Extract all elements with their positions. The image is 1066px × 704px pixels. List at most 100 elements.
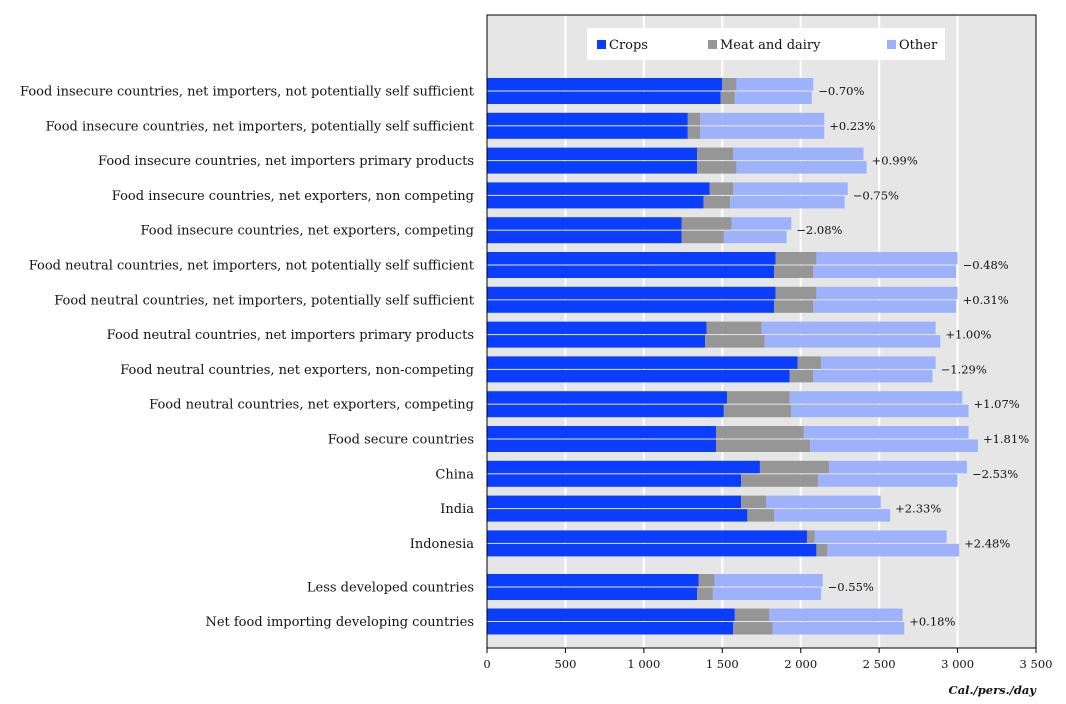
category-label-net-food-importing-developing-countries: Net food importing developing countries <box>205 615 474 630</box>
bar-crops-top-food-insecure-countries-net-exporters-competing <box>487 217 682 230</box>
legend-label-crops: Crops <box>609 38 648 53</box>
bar-meat-and-dairy-bottom-food-neutral-countries-net-exporters-competing <box>723 404 792 418</box>
bar-crops-bottom-food-neutral-countries-net-exporters-competing <box>487 404 724 418</box>
category-label-food-neutral-countries-net-exporters-competing: Food neutral countries, net exporters, c… <box>149 398 474 413</box>
bar-meat-and-dairy-bottom-food-neutral-countries-net-exporters-non-competing <box>789 369 814 383</box>
bar-other-top-food-insecure-countries-net-importers-primary-products <box>733 147 864 161</box>
bar-crops-top-food-neutral-countries-net-exporters-competing <box>487 391 727 404</box>
bar-meat-and-dairy-bottom-food-insecure-countries-net-importers-not-potentially-self-sufficient <box>720 91 735 104</box>
percent-label-food-insecure-countries-net-exporters-competing: −2.08% <box>796 223 842 237</box>
bar-meat-and-dairy-bottom-food-neutral-countries-net-importers-potentially-self-sufficient <box>774 300 814 313</box>
bar-other-top-food-neutral-countries-net-importers-not-potentially-self-sufficient <box>816 252 958 265</box>
bar-other-bottom-indonesia <box>827 543 960 557</box>
category-label-food-insecure-countries-net-exporters-competing: Food insecure countries, net exporters, … <box>141 224 475 239</box>
bar-meat-and-dairy-top-net-food-importing-developing-countries <box>734 608 770 621</box>
bar-other-bottom-china <box>817 474 958 487</box>
category-label-less-developed-countries: Less developed countries <box>307 581 474 596</box>
bar-crops-bottom-food-secure-countries <box>487 439 717 452</box>
x-axis-unit-label: Cal./pers./day <box>949 683 1038 697</box>
bar-other-bottom-food-insecure-countries-net-exporters-competing <box>723 230 787 244</box>
category-label-food-insecure-countries-net-importers-potentially-self-sufficient: Food insecure countries, net importers, … <box>46 119 475 134</box>
bar-crops-top-net-food-importing-developing-countries <box>487 608 735 621</box>
category-label-india: India <box>440 502 474 517</box>
bar-crops-top-food-neutral-countries-net-importers-not-potentially-self-sufficient <box>487 252 776 265</box>
x-tick-label-0: 0 <box>483 657 490 671</box>
bar-meat-and-dairy-bottom-food-insecure-countries-net-exporters-non-competing <box>703 195 731 209</box>
x-tick-label-1000: 1 000 <box>627 657 660 671</box>
bar-crops-bottom-food-insecure-countries-net-exporters-non-competing <box>487 195 704 209</box>
bar-meat-and-dairy-bottom-food-neutral-countries-net-importers-primary-products <box>705 335 765 348</box>
bar-other-top-net-food-importing-developing-countries <box>769 608 903 621</box>
category-label-indonesia: Indonesia <box>410 537 475 552</box>
bar-meat-and-dairy-top-china <box>759 460 829 474</box>
bar-crops-bottom-food-neutral-countries-net-importers-primary-products <box>487 335 706 348</box>
bar-other-top-food-insecure-countries-net-importers-not-potentially-self-sufficient <box>736 78 814 91</box>
x-tick-label-1500: 1 500 <box>706 657 739 671</box>
bar-other-bottom-food-secure-countries <box>810 439 978 452</box>
bar-meat-and-dairy-top-india <box>741 495 767 509</box>
bar-other-top-food-neutral-countries-net-importers-potentially-self-sufficient <box>816 286 958 300</box>
legend-swatch-meat-and-dairy <box>708 40 717 49</box>
percent-label-food-insecure-countries-net-importers-not-potentially-self-sufficient: −0.70% <box>818 84 864 98</box>
bar-crops-top-india <box>487 495 742 509</box>
bar-meat-and-dairy-top-food-secure-countries <box>716 426 804 439</box>
bar-crops-bottom-food-insecure-countries-net-exporters-competing <box>487 230 682 244</box>
percent-label-food-neutral-countries-net-importers-potentially-self-sufficient: +0.31% <box>963 293 1009 307</box>
percent-label-less-developed-countries: −0.55% <box>828 580 874 594</box>
plot-frame <box>486 14 1037 649</box>
category-label-food-insecure-countries-net-importers-not-potentially-self-sufficient: Food insecure countries, net importers, … <box>20 85 475 100</box>
bar-crops-top-food-neutral-countries-net-exporters-non-competing <box>487 356 798 369</box>
x-tick-label-3500: 3 500 <box>1020 657 1053 671</box>
percent-labels: −0.70% +0.23% +0.99% −0.75% −2.08% −0.48% +0.3… <box>796 84 1029 629</box>
bar-meat-and-dairy-top-food-insecure-countries-net-importers-primary-products <box>697 147 734 161</box>
bar-meat-and-dairy-top-food-insecure-countries-net-exporters-competing <box>681 217 732 230</box>
bar-crops-bottom-food-neutral-countries-net-importers-not-potentially-self-sufficient <box>487 265 775 278</box>
bar-meat-and-dairy-bottom-less-developed-countries <box>697 587 713 600</box>
percent-label-food-neutral-countries-net-exporters-non-competing: −1.29% <box>941 362 987 376</box>
bar-meat-and-dairy-bottom-food-insecure-countries-net-exporters-competing <box>681 230 724 244</box>
bar-other-bottom-food-neutral-countries-net-importers-potentially-self-sufficient <box>813 300 957 313</box>
bar-crops-bottom-food-insecure-countries-net-importers-not-potentially-self-sufficient <box>487 91 721 104</box>
bar-other-bottom-food-neutral-countries-net-exporters-competing <box>791 404 969 418</box>
bar-meat-and-dairy-top-food-neutral-countries-net-importers-primary-products <box>706 321 762 335</box>
bar-crops-bottom-china <box>487 474 742 487</box>
bar-other-top-food-secure-countries <box>803 426 969 439</box>
bar-other-bottom-food-neutral-countries-net-importers-primary-products <box>764 335 941 348</box>
bar-crops-bottom-food-insecure-countries-net-importers-primary-products <box>487 161 698 174</box>
bar-meat-and-dairy-bottom-food-secure-countries <box>716 439 811 452</box>
x-tick-label-3000: 3 000 <box>941 657 974 671</box>
bar-other-bottom-food-insecure-countries-net-importers-primary-products <box>736 161 867 174</box>
bar-crops-top-food-secure-countries <box>487 426 717 439</box>
bar-meat-and-dairy-top-food-neutral-countries-net-importers-not-potentially-self-sufficient <box>775 252 817 265</box>
bar-meat-and-dairy-bottom-food-insecure-countries-net-importers-primary-products <box>697 161 737 174</box>
category-label-food-insecure-countries-net-exporters-non-competing: Food insecure countries, net exporters, … <box>112 189 474 204</box>
bar-crops-top-food-neutral-countries-net-importers-potentially-self-sufficient <box>487 286 776 300</box>
bar-meat-and-dairy-bottom-food-neutral-countries-net-importers-not-potentially-self-sufficient <box>774 265 814 278</box>
category-label-food-neutral-countries-net-importers-potentially-self-sufficient: Food neutral countries, net importers, p… <box>54 293 475 308</box>
bar-crops-top-food-neutral-countries-net-importers-primary-products <box>487 321 707 335</box>
bar-meat-and-dairy-bottom-indonesia <box>816 543 828 557</box>
bar-other-top-food-neutral-countries-net-exporters-non-competing <box>821 356 936 369</box>
percent-label-india: +2.33% <box>895 502 941 516</box>
category-label-food-neutral-countries-net-importers-primary-products: Food neutral countries, net importers pr… <box>107 328 474 343</box>
percent-label-net-food-importing-developing-countries: +0.18% <box>909 615 955 629</box>
bar-other-bottom-net-food-importing-developing-countries <box>772 622 905 635</box>
x-axis-ticks: 0 500 1 000 1 500 2 000 2 500 3 000 3 500 <box>483 648 1052 671</box>
bar-other-top-india <box>766 495 881 509</box>
legend-box <box>587 28 945 60</box>
bar-crops-top-indonesia <box>487 530 807 543</box>
percent-label-food-neutral-countries-net-exporters-competing: +1.07% <box>974 397 1020 411</box>
legend-swatch-crops <box>597 40 606 49</box>
bar-meat-and-dairy-top-food-insecure-countries-net-importers-not-potentially-self-sufficient <box>722 78 737 91</box>
bar-meat-and-dairy-top-food-neutral-countries-net-exporters-competing <box>726 391 790 404</box>
bar-crops-bottom-indonesia <box>487 543 817 557</box>
bar-other-top-food-neutral-countries-net-importers-primary-products <box>761 321 936 335</box>
bar-crops-top-food-insecure-countries-net-importers-not-potentially-self-sufficient <box>487 78 723 91</box>
category-label-food-insecure-countries-net-importers-primary-products: Food insecure countries, net importers p… <box>98 154 474 169</box>
bar-other-bottom-food-insecure-countries-net-importers-not-potentially-self-sufficient <box>734 91 812 104</box>
category-label-food-neutral-countries-net-exporters-non-competing: Food neutral countries, net exporters, n… <box>120 363 474 378</box>
bar-crops-top-food-insecure-countries-net-importers-potentially-self-sufficient <box>487 112 688 126</box>
category-labels: Food insecure countries, net importers, … <box>20 85 475 631</box>
bar-meat-and-dairy-top-food-neutral-countries-net-exporters-non-competing <box>797 356 822 369</box>
